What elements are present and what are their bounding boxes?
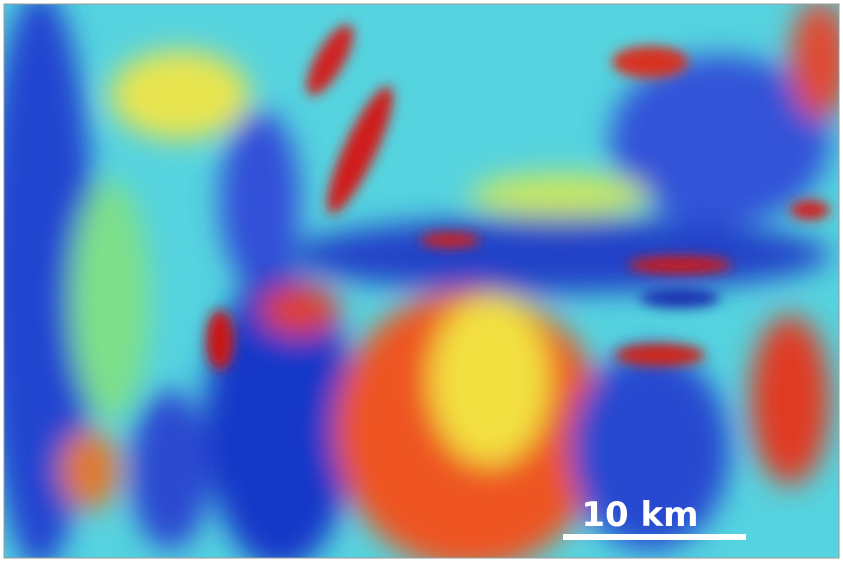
- blob: [750, 315, 830, 485]
- blob: [130, 390, 210, 550]
- blob: [220, 110, 300, 290]
- fringe: [628, 256, 732, 274]
- blob: [70, 180, 150, 420]
- fringe: [420, 232, 480, 248]
- fringe: [640, 288, 720, 308]
- blob: [430, 295, 550, 465]
- blob: [290, 217, 830, 293]
- fringe: [612, 46, 688, 78]
- blob: [470, 173, 650, 217]
- scale-bar-line: [563, 534, 746, 540]
- fringe: [615, 344, 705, 366]
- interferogram: [0, 0, 843, 562]
- fringe: [790, 200, 830, 220]
- blob: [260, 285, 340, 335]
- scale-bar-label: 10 km: [581, 495, 698, 535]
- page: 10 km (() => { const data = JSON.parse(d…: [0, 0, 843, 562]
- map: 10 km: [0, 0, 843, 562]
- fringe: [206, 310, 234, 370]
- blob: [110, 50, 250, 140]
- blob: [60, 430, 120, 510]
